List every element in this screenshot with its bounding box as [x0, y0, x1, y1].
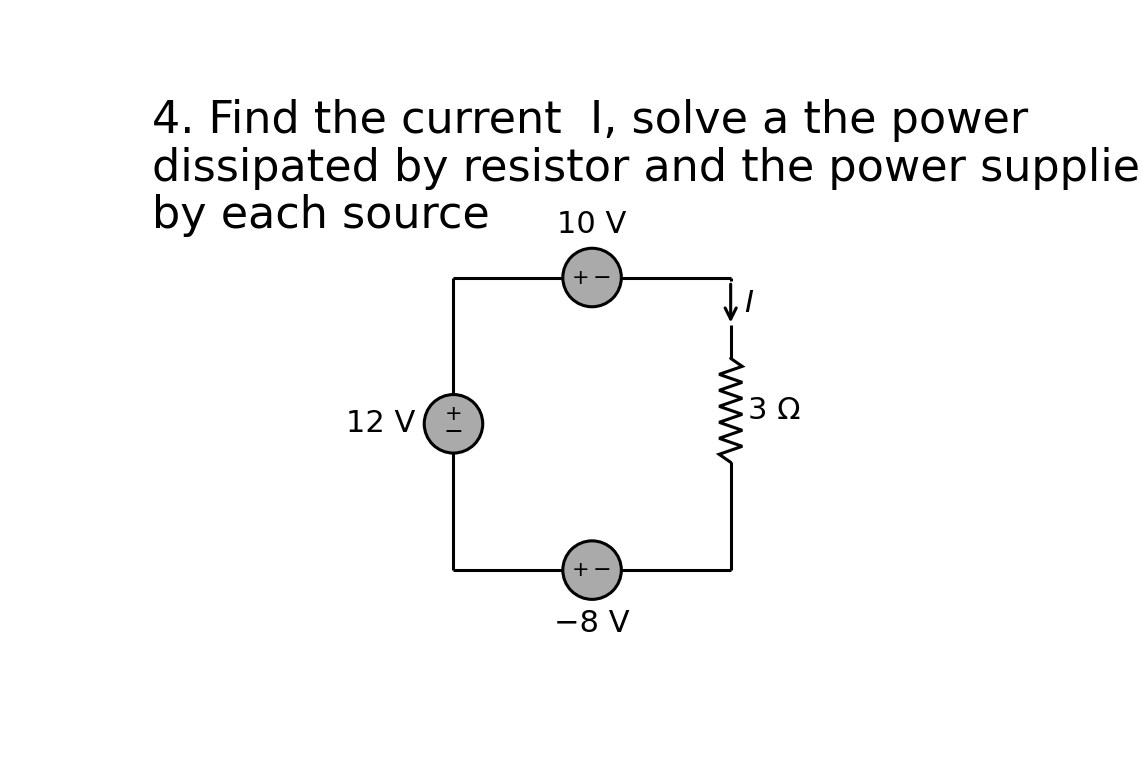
Text: +: +: [572, 267, 590, 287]
Text: dissipated by resistor and the power supplied: dissipated by resistor and the power sup…: [152, 146, 1141, 189]
Text: I: I: [745, 289, 753, 318]
Text: 12 V: 12 V: [346, 409, 415, 439]
Text: −: −: [593, 267, 612, 287]
Text: 10 V: 10 V: [558, 210, 626, 239]
Text: −: −: [444, 420, 463, 444]
Text: by each source: by each source: [152, 194, 489, 238]
Text: 3 Ω: 3 Ω: [747, 396, 800, 425]
Circle shape: [563, 249, 622, 307]
Text: −8 V: −8 V: [555, 608, 630, 637]
Text: 4. Find the current  I, solve a the power: 4. Find the current I, solve a the power: [152, 99, 1028, 142]
Text: +: +: [445, 404, 462, 425]
Circle shape: [563, 541, 622, 599]
Text: +: +: [572, 560, 590, 580]
Text: −: −: [593, 560, 612, 580]
Circle shape: [424, 394, 483, 453]
